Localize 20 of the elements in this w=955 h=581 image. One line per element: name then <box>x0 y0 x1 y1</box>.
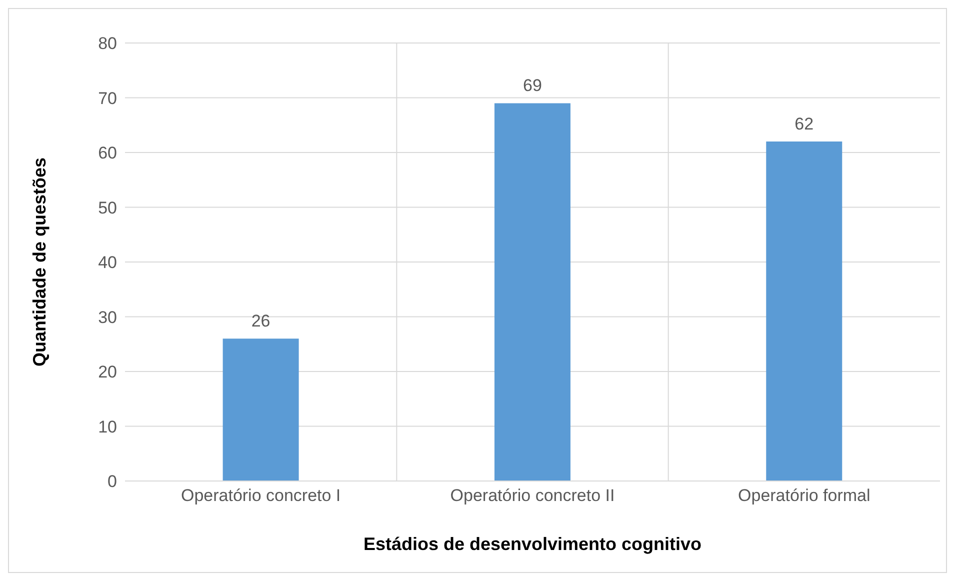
y-tick-label: 20 <box>98 362 117 382</box>
y-tick-label: 10 <box>98 417 117 436</box>
bar <box>222 338 299 481</box>
y-tick-label: 40 <box>98 253 117 272</box>
x-tick-label: Operatório formal <box>738 486 870 506</box>
y-tick-label: 80 <box>98 34 117 54</box>
y-tick-label: 50 <box>98 198 117 218</box>
y-tick-label: 0 <box>108 472 117 492</box>
x-tick-label: Operatório concreto II <box>450 486 615 506</box>
y-tick-label: 70 <box>98 88 117 108</box>
bar <box>494 103 570 481</box>
y-axis-title: Quantidade de questões <box>29 157 50 367</box>
x-tick-label: Operatório concreto I <box>180 486 341 506</box>
y-tick-label: 60 <box>98 144 117 163</box>
data-label: 62 <box>794 114 814 134</box>
bar <box>766 142 842 481</box>
data-label: 26 <box>251 312 270 331</box>
data-label: 69 <box>523 76 542 96</box>
y-tick-label: 30 <box>98 308 117 327</box>
x-axis-title: Estádios de desenvolvimento cognitivo <box>363 534 702 554</box>
